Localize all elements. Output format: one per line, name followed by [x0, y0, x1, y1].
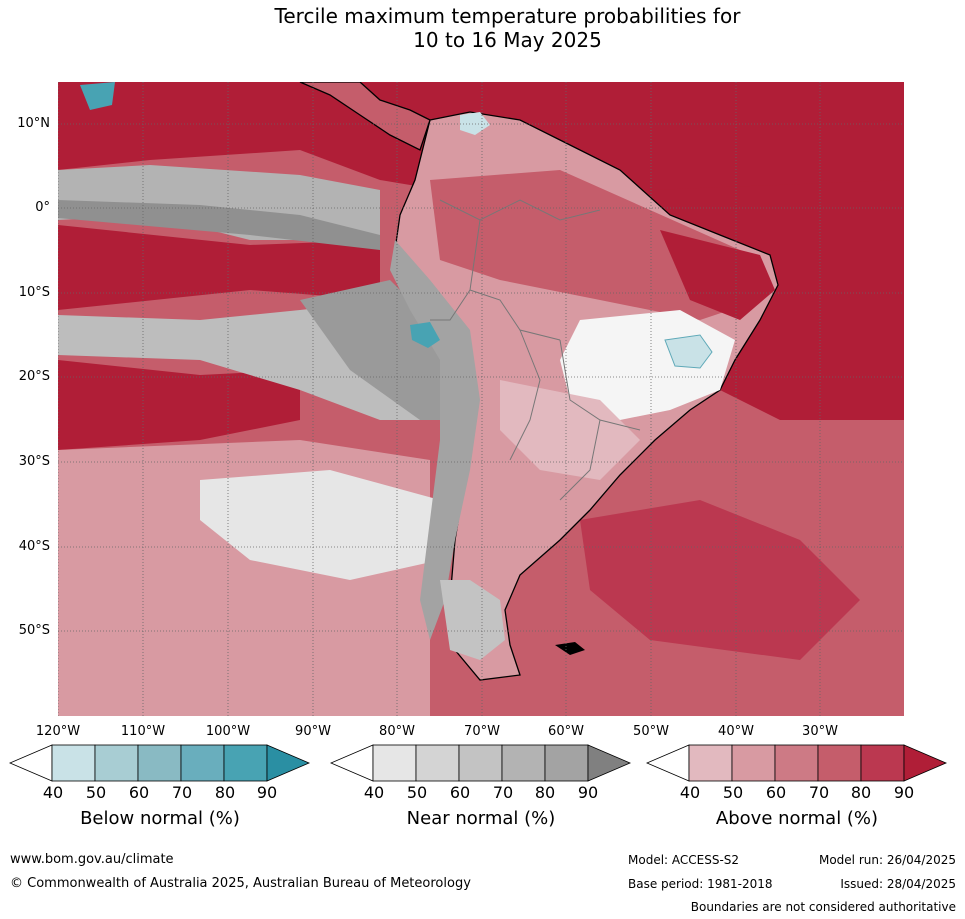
above-colorbar-segment — [817, 744, 862, 782]
below-colorbar-left-triangle — [8, 744, 53, 782]
lat-label-30s: 30°S — [18, 454, 50, 469]
cb1-title: Below normal (%) — [80, 808, 240, 829]
cb3-tick-90: 90 — [893, 783, 915, 802]
footer-website: www.bom.gov.au/climate — [10, 852, 174, 867]
lon-label-40w: 40°W — [718, 724, 754, 739]
footer-copyright: © Commonwealth of Australia 2025, Austra… — [10, 876, 471, 891]
pacific-grey-dark — [300, 280, 450, 420]
lon-label-60w: 60°W — [548, 724, 584, 739]
lon-label-80w: 80°W — [379, 724, 415, 739]
footer-issued: Issued: 28/04/2025 — [840, 877, 956, 891]
caribbean-blue-patch — [460, 112, 490, 135]
lon-label-90w: 90°W — [295, 724, 331, 739]
above-colorbar-segment — [731, 744, 776, 782]
lon-label-50w: 50°W — [633, 724, 669, 739]
cb2-tick-80: 80 — [534, 783, 556, 802]
near-colorbar-segment — [372, 744, 417, 782]
pacific-red-band — [58, 225, 380, 310]
pacific-grey-band-2 — [58, 200, 380, 250]
brazil-blue-patch — [664, 334, 713, 369]
cb1-tick-80: 80 — [214, 783, 236, 802]
andes-grey — [390, 240, 480, 640]
cb3-tick-60: 60 — [765, 783, 787, 802]
cb3-title: Above normal (%) — [715, 808, 879, 829]
above-colorbar-segment — [774, 744, 819, 782]
near-colorbar-segment — [544, 744, 589, 782]
lat-label-20s: 20°S — [18, 369, 50, 384]
below-colorbar-segment — [51, 744, 96, 782]
footer-disclaimer: Boundaries are not considered authoritat… — [690, 900, 956, 914]
chart-title: Tercile maximum temperature probabilitie… — [0, 4, 965, 52]
above-colorbar-right-triangle — [903, 744, 948, 782]
above-colorbar-segment — [688, 744, 733, 782]
cb1-tick-60: 60 — [128, 783, 150, 802]
cb3-tick-40: 40 — [679, 783, 701, 802]
ne-pacific-blue-patch — [80, 82, 115, 110]
central-america-land — [299, 82, 431, 151]
above-colorbar-segment — [860, 744, 905, 782]
lon-label-110w: 110°W — [120, 724, 166, 739]
lat-label-0: 0° — [35, 200, 50, 215]
peru-blue-patch — [410, 322, 440, 348]
country-boundaries — [430, 199, 641, 501]
lat-label-10n: 10°N — [17, 116, 50, 131]
near-colorbar-segment — [458, 744, 503, 782]
cb2-tick-40: 40 — [363, 783, 385, 802]
cb1-tick-70: 70 — [171, 783, 193, 802]
lon-label-120w: 120°W — [35, 724, 81, 739]
cb2-tick-70: 70 — [492, 783, 514, 802]
patagonia-grey — [440, 580, 505, 660]
lon-label-100w: 100°W — [205, 724, 251, 739]
pacific-red-south — [58, 360, 300, 450]
title-line-2: 10 to 16 May 2025 — [413, 28, 602, 52]
below-colorbar-segment — [137, 744, 182, 782]
cb2-tick-50: 50 — [406, 783, 428, 802]
below-colorbar-segment — [94, 744, 139, 782]
near-colorbar-segment — [415, 744, 460, 782]
cb2-tick-60: 60 — [449, 783, 471, 802]
near-colorbar-segment — [501, 744, 546, 782]
cb3-tick-50: 50 — [722, 783, 744, 802]
below-colorbar-right-triangle — [266, 744, 311, 782]
south-atlantic-dark — [580, 500, 860, 660]
footer-model: Model: ACCESS-S2 — [628, 853, 740, 867]
cb1-tick-40: 40 — [42, 783, 64, 802]
cb3-tick-70: 70 — [808, 783, 830, 802]
above-colorbar-left-triangle — [645, 744, 690, 782]
lat-label-50s: 50°S — [18, 623, 50, 638]
cb3-tick-80: 80 — [850, 783, 872, 802]
lon-label-70w: 70°W — [464, 724, 500, 739]
lat-label-10s: 10°S — [18, 285, 50, 300]
graticule — [58, 82, 904, 716]
near-colorbar-right-triangle — [587, 744, 632, 782]
amazon-red — [430, 170, 760, 320]
footer-base-period: Base period: 1981-2018 — [628, 877, 773, 891]
central-light-pink — [500, 380, 640, 480]
lon-label-30w: 30°W — [802, 724, 838, 739]
footer-model-run: Model run: 26/04/2025 — [818, 853, 956, 867]
title-line-1: Tercile maximum temperature probabilitie… — [274, 4, 741, 28]
below-colorbar-segment — [180, 744, 225, 782]
below-colorbar-segment — [223, 744, 268, 782]
northeast-dark-red — [660, 230, 775, 320]
cb2-title: Near normal (%) — [406, 808, 556, 829]
southern-pale-patch — [200, 470, 440, 580]
falkland-islands — [555, 642, 585, 655]
cb1-tick-90: 90 — [256, 783, 278, 802]
cb2-tick-90: 90 — [577, 783, 599, 802]
lat-label-40s: 40°S — [18, 539, 50, 554]
colorbars-group — [8, 744, 948, 782]
near-colorbar-left-triangle — [329, 744, 374, 782]
cb1-tick-50: 50 — [85, 783, 107, 802]
